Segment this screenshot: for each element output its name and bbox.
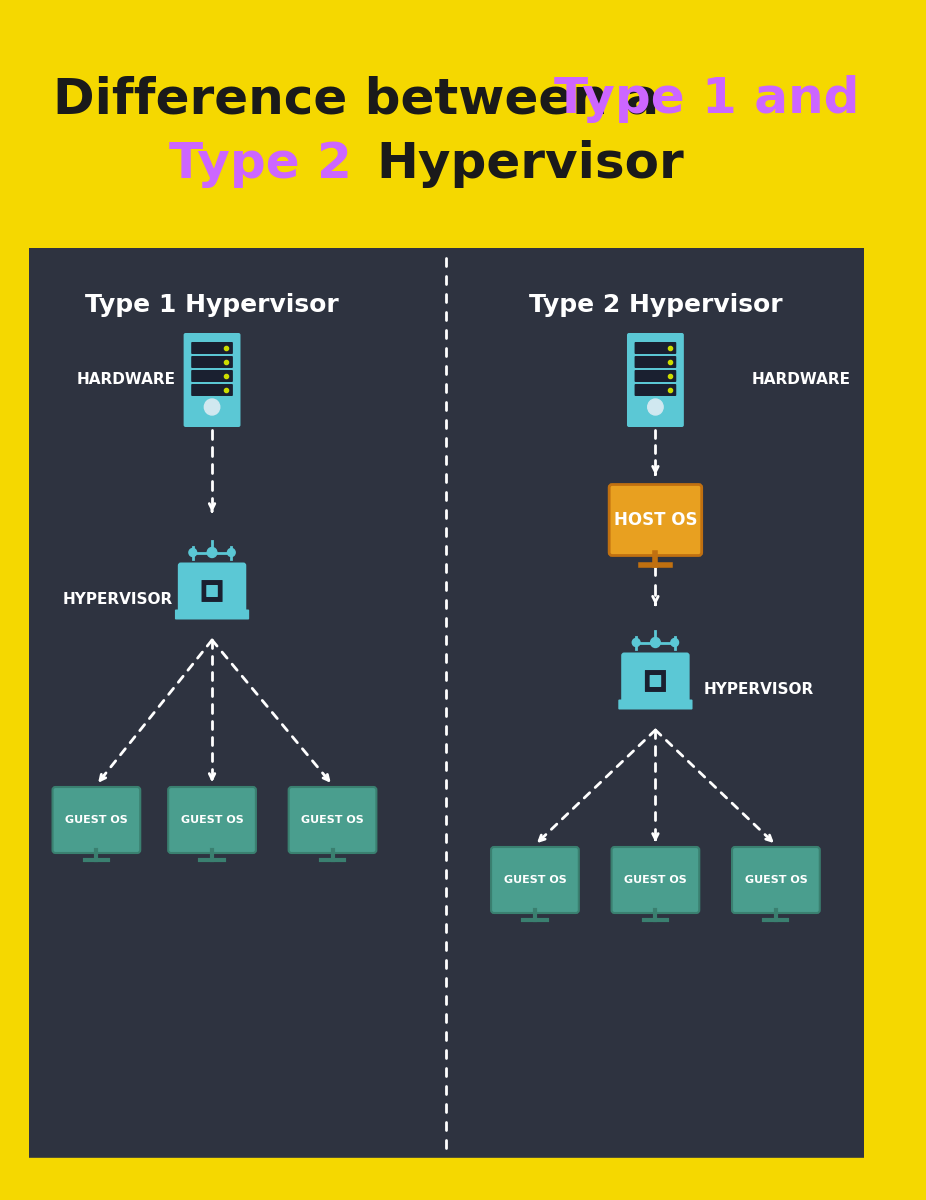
FancyBboxPatch shape <box>191 370 233 382</box>
FancyBboxPatch shape <box>191 342 233 354</box>
FancyBboxPatch shape <box>289 787 376 853</box>
Circle shape <box>189 548 196 557</box>
Bar <box>0 1158 893 1200</box>
FancyBboxPatch shape <box>732 847 820 913</box>
Circle shape <box>205 398 219 415</box>
FancyBboxPatch shape <box>183 332 241 427</box>
Text: Type 1 and: Type 1 and <box>555 74 859 122</box>
FancyBboxPatch shape <box>634 370 676 382</box>
FancyBboxPatch shape <box>619 700 693 709</box>
FancyBboxPatch shape <box>191 384 233 396</box>
FancyBboxPatch shape <box>175 610 249 619</box>
Text: Type 2 Hypervisor: Type 2 Hypervisor <box>529 293 782 317</box>
FancyBboxPatch shape <box>201 578 223 602</box>
Circle shape <box>228 548 235 557</box>
Circle shape <box>632 638 640 647</box>
Text: Difference between a: Difference between a <box>53 74 676 122</box>
FancyBboxPatch shape <box>169 787 256 853</box>
FancyBboxPatch shape <box>650 674 661 686</box>
FancyBboxPatch shape <box>191 356 233 368</box>
Circle shape <box>670 638 679 647</box>
FancyBboxPatch shape <box>644 670 667 692</box>
Text: GUEST OS: GUEST OS <box>301 815 364 826</box>
Text: HARDWARE: HARDWARE <box>77 372 176 388</box>
FancyBboxPatch shape <box>178 563 246 613</box>
Text: HARDWARE: HARDWARE <box>752 372 851 388</box>
Text: HYPERVISOR: HYPERVISOR <box>704 683 814 697</box>
FancyBboxPatch shape <box>634 384 676 396</box>
Text: Type 2: Type 2 <box>169 140 369 188</box>
FancyBboxPatch shape <box>627 332 684 427</box>
FancyBboxPatch shape <box>53 787 140 853</box>
Text: Type 1 Hypervisor: Type 1 Hypervisor <box>85 293 339 317</box>
Bar <box>0 0 893 235</box>
Text: GUEST OS: GUEST OS <box>745 875 807 886</box>
Circle shape <box>207 547 217 558</box>
Text: GUEST OS: GUEST OS <box>65 815 128 826</box>
FancyBboxPatch shape <box>611 847 699 913</box>
Circle shape <box>651 637 660 648</box>
Text: GUEST OS: GUEST OS <box>624 875 687 886</box>
FancyBboxPatch shape <box>206 584 218 596</box>
Text: HYPERVISOR: HYPERVISOR <box>63 593 173 607</box>
Text: Hypervisor: Hypervisor <box>376 140 683 188</box>
Text: GUEST OS: GUEST OS <box>504 875 567 886</box>
FancyBboxPatch shape <box>634 356 676 368</box>
FancyBboxPatch shape <box>491 847 579 913</box>
FancyBboxPatch shape <box>621 653 690 703</box>
FancyBboxPatch shape <box>609 485 702 556</box>
Text: GUEST OS: GUEST OS <box>181 815 244 826</box>
Text: HOST OS: HOST OS <box>614 511 697 529</box>
Bar <box>29 248 864 1158</box>
FancyBboxPatch shape <box>634 342 676 354</box>
Circle shape <box>647 398 663 415</box>
